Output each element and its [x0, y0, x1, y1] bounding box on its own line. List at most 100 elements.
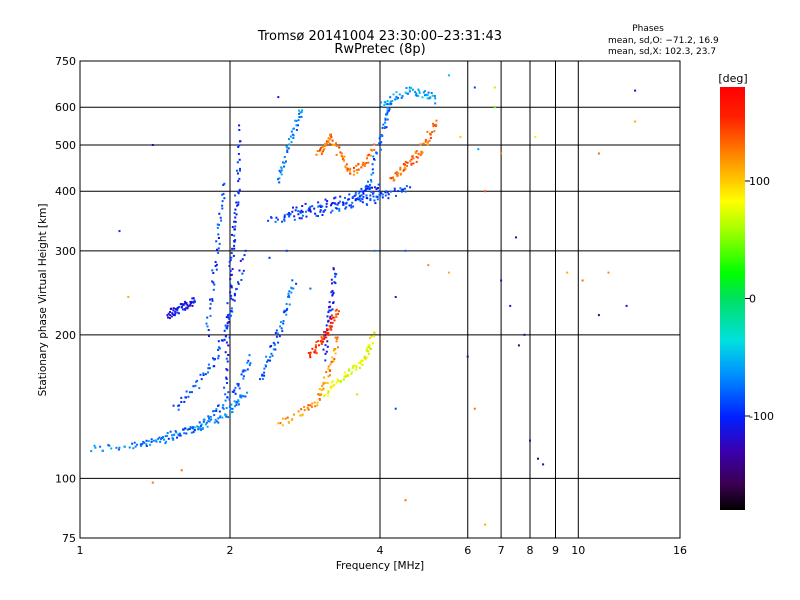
echo-point	[324, 198, 327, 201]
colorbar-tick-label: -100	[749, 410, 774, 423]
echo-point	[414, 94, 417, 97]
echo-point	[139, 443, 142, 446]
echo-point	[300, 111, 303, 113]
echo-point	[473, 407, 476, 410]
echo-point	[477, 148, 480, 151]
echo-point	[198, 387, 201, 390]
echo-point	[234, 208, 237, 211]
echo-point	[217, 237, 220, 239]
echo-point	[295, 282, 298, 285]
echo-point	[400, 96, 403, 99]
echo-point	[259, 378, 261, 381]
echo-point	[301, 214, 304, 217]
echo-point	[275, 329, 278, 332]
echo-point	[233, 292, 236, 295]
echo-point	[318, 388, 321, 390]
echo-point	[212, 410, 215, 413]
echo-point	[285, 145, 288, 148]
echo-point	[429, 132, 432, 135]
echo-point	[367, 161, 370, 164]
echo-point	[211, 298, 214, 300]
echo-point	[294, 119, 297, 122]
echo-point	[249, 362, 252, 365]
echo-point	[166, 434, 169, 437]
echo-point	[196, 379, 199, 382]
echo-point	[398, 93, 401, 96]
y-tick-label: 100	[55, 472, 76, 485]
echo-point	[238, 188, 241, 191]
echo-point	[291, 279, 294, 282]
echo-point	[542, 463, 545, 466]
echo-point	[225, 357, 228, 360]
echo-point	[466, 355, 469, 358]
echo-point	[209, 302, 212, 305]
echo-point	[230, 411, 232, 414]
echo-point	[382, 123, 385, 126]
echo-point	[357, 361, 360, 364]
echo-point	[180, 306, 183, 309]
echo-point	[123, 445, 126, 448]
echo-point	[237, 153, 240, 155]
echo-point	[386, 111, 389, 114]
echo-point	[324, 359, 327, 362]
echo-point	[325, 328, 328, 331]
echo-point	[212, 281, 215, 284]
echo-point	[277, 96, 280, 99]
echo-point	[321, 214, 324, 216]
echo-point	[164, 435, 167, 438]
echo-point	[184, 302, 187, 305]
echo-point	[205, 421, 208, 424]
echo-point	[216, 223, 219, 226]
echo-point	[331, 321, 334, 324]
echo-point	[287, 147, 290, 150]
echo-point	[300, 209, 303, 212]
echo-point	[160, 438, 162, 441]
echo-point	[159, 440, 162, 443]
echo-point	[192, 301, 195, 304]
echo-point	[351, 196, 354, 199]
echo-point	[174, 430, 177, 433]
echo-point	[265, 365, 267, 368]
echo-point	[322, 348, 325, 351]
echo-point	[185, 390, 188, 393]
echo-point	[409, 186, 412, 189]
echo-point	[370, 154, 372, 157]
echo-point	[277, 422, 280, 425]
echo-point	[320, 151, 323, 154]
echo-point	[404, 168, 407, 171]
echo-point	[231, 233, 233, 236]
echo-point	[221, 193, 224, 196]
echo-point	[359, 361, 362, 364]
echo-point	[152, 439, 155, 442]
echo-point	[387, 193, 390, 196]
echo-point	[326, 340, 329, 343]
echo-point	[316, 150, 319, 152]
echo-point	[244, 369, 247, 372]
echo-point	[207, 420, 210, 423]
echo-point	[329, 326, 332, 329]
echo-point	[323, 376, 325, 379]
echo-point	[221, 406, 224, 409]
echo-point	[404, 91, 407, 94]
echo-point	[167, 437, 170, 440]
echo-point	[378, 137, 381, 140]
echo-point	[238, 124, 241, 127]
echo-point	[319, 393, 322, 396]
echo-point	[365, 162, 368, 164]
echo-point	[283, 165, 285, 168]
echo-point	[346, 169, 349, 172]
echo-point	[327, 137, 330, 140]
echo-point	[218, 346, 220, 349]
echo-point	[338, 146, 341, 149]
echo-point	[240, 373, 243, 376]
echo-point	[333, 358, 336, 360]
echo-point	[110, 447, 113, 450]
echo-point	[344, 376, 347, 379]
echo-point	[313, 207, 316, 210]
echo-point	[224, 399, 227, 402]
echo-point	[379, 135, 382, 138]
echo-point	[361, 190, 364, 193]
echo-point	[332, 316, 335, 319]
echo-point	[286, 151, 289, 153]
echo-point	[344, 196, 346, 199]
